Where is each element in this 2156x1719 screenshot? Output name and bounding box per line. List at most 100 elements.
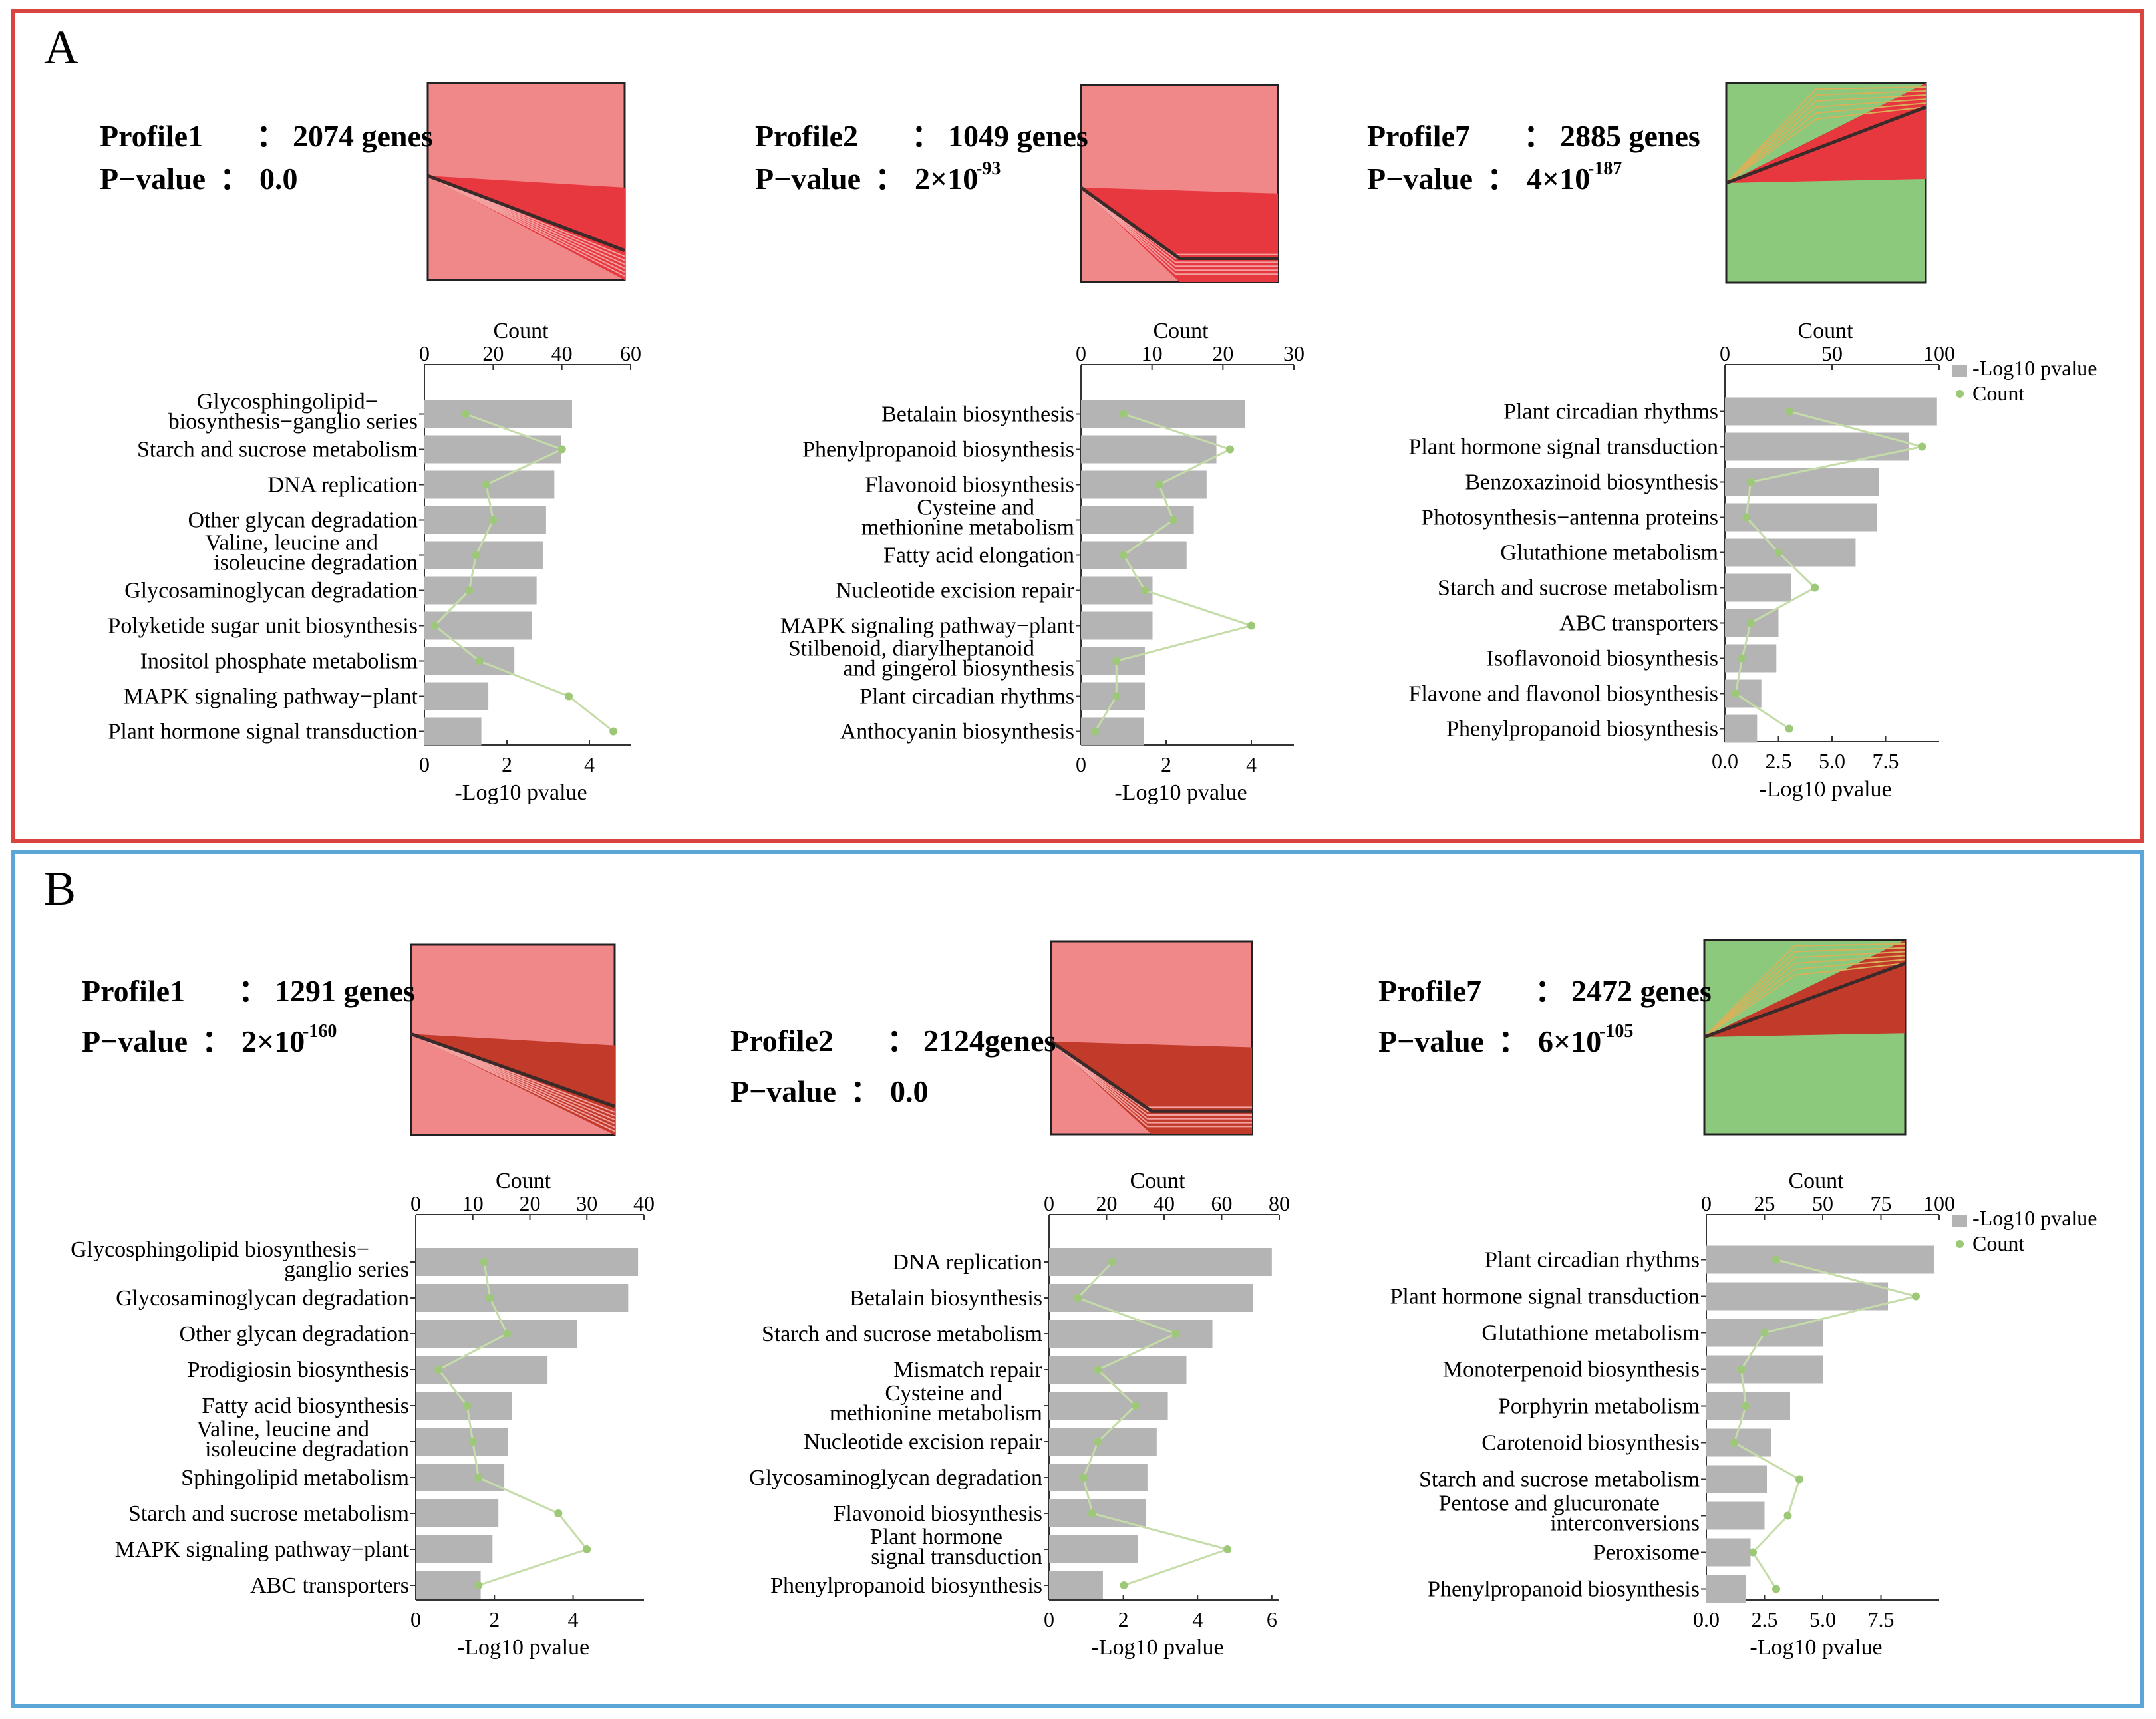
count-point [1120, 410, 1128, 418]
category-label: Porphyrin metabolism [1498, 1394, 1700, 1419]
category-label: Flavonoid biosynthesis [833, 1501, 1042, 1526]
bar [416, 1499, 499, 1527]
category-label: Glutathione metabolism [1481, 1321, 1700, 1346]
pvalue-label: P−value [82, 1024, 188, 1058]
pvalue-tick-label: 4 [1246, 752, 1257, 776]
profile-colon: ： [1535, 974, 1565, 1008]
count-axis-title: Count [1130, 1169, 1185, 1193]
pvalue-tick-label: 2 [489, 1607, 500, 1631]
count-point [1785, 724, 1793, 733]
bar [1706, 1355, 1823, 1384]
legend-bar-swatch [1952, 365, 1967, 377]
bar [1706, 1465, 1767, 1493]
count-tick-label: 0 [1076, 341, 1086, 365]
bar [1706, 1501, 1765, 1530]
bar-series: Betalain biosynthesis Phenylpropanoid bio… [780, 400, 1245, 746]
category-label: methionine metabolism [861, 516, 1074, 540]
bar [1081, 541, 1187, 569]
category-label: isoleucine degradation [205, 1437, 409, 1462]
category-label: Glycosaminoglycan degradation [749, 1466, 1042, 1490]
bar [424, 717, 482, 746]
count-point [583, 1545, 591, 1553]
bar [424, 682, 489, 710]
count-tick-label: 40 [633, 1191, 655, 1215]
count-tick-label: 60 [1211, 1191, 1233, 1215]
count-point [554, 1509, 563, 1517]
count-point [557, 445, 566, 454]
pvalue-tick-label: 7.5 [1868, 1607, 1895, 1631]
pvalue-axis: 0 2 4 -Log10 pvalue [1076, 740, 1294, 805]
count-point [480, 1258, 488, 1266]
category-label: Plant circadian rhythms [1503, 400, 1718, 424]
legend-bar-label: -Log10 pvalue [1972, 1206, 2097, 1230]
pvalue-colon: ： [1487, 162, 1517, 196]
bar [416, 1428, 508, 1456]
bar [424, 400, 572, 428]
pvalue-tick-label: 0 [1044, 1607, 1054, 1631]
bar [416, 1320, 577, 1348]
category-label: Sphingolipid metabolism [181, 1466, 409, 1490]
profile-colon: ： [887, 1024, 917, 1058]
category-label: Valine, leucine and [205, 531, 378, 555]
category-label: Monoterpenoid biosynthesis [1443, 1358, 1700, 1382]
profile-gene-count: 2472 genes [1571, 974, 1712, 1008]
count-tick-label: 20 [520, 1191, 541, 1215]
category-label: Starch and sucrose metabolism [1419, 1468, 1700, 1492]
count-tick-label: 25 [1754, 1191, 1775, 1215]
count-point [503, 1330, 512, 1338]
category-label: MAPK signaling pathway−plant [780, 614, 1075, 639]
count-point [434, 1366, 443, 1374]
count-point [1774, 548, 1783, 557]
pvalue-tick-label: 0.0 [1712, 749, 1738, 773]
count-line [1733, 1259, 1917, 1590]
category-label: ganglio series [284, 1257, 409, 1282]
legend-bar-swatch [1952, 1215, 1967, 1227]
panel-b-letter: B [44, 862, 76, 915]
count-point [1094, 1438, 1102, 1446]
bar [1706, 1245, 1934, 1274]
count-point [1746, 478, 1755, 486]
pvalue-axis: 0 2 4 -Log10 pvalue [419, 740, 631, 805]
profile-name: Profile1 [100, 119, 203, 153]
pvalue-tick-label: 0.0 [1693, 1607, 1720, 1631]
count-axis-title: Count [493, 319, 549, 343]
bar [1049, 1392, 1168, 1420]
count-point [1732, 689, 1740, 698]
category-label: Isoflavonoid biosynthesis [1487, 647, 1718, 671]
pvalue-tick-label: 5.0 [1809, 1607, 1836, 1631]
pvalue-axis-title: -Log10 pvalue [1759, 777, 1891, 802]
count-series [1074, 1258, 1232, 1589]
bar-series: Glycosphingolipid biosynthesis−ganglio s… [71, 1237, 639, 1599]
count-tick-label: 10 [1142, 341, 1163, 365]
count-axis: Count 0 10 20 30 [1076, 319, 1305, 370]
count-point [1108, 1258, 1117, 1266]
count-tick-label: 60 [620, 341, 641, 365]
count-point [430, 621, 439, 630]
bar [1706, 1428, 1771, 1457]
category-label: Pentose and glucuronate [1439, 1491, 1660, 1516]
category-label: Plant hormone signal transduction [108, 720, 418, 744]
count-axis-title: Count [1153, 319, 1209, 343]
count-point [474, 1581, 483, 1589]
category-label: Polyketide sugar unit biosynthesis [108, 614, 418, 639]
pvalue-exponent: -105 [1599, 1021, 1633, 1042]
count-tick-label: 0 [1044, 1191, 1054, 1215]
bar [1725, 714, 1758, 743]
bar [1049, 1428, 1157, 1456]
category-label: Anthocyanin biosynthesis [840, 720, 1074, 744]
category-label: and gingerol biosynthesis [843, 657, 1074, 681]
bar [1725, 644, 1777, 673]
bar-series: Glycosphingolipid−biosynthesis−ganglio s… [108, 390, 572, 746]
pvalue-base: 2×10 [241, 1024, 305, 1058]
profile-gene-count: 1291 genes [275, 974, 415, 1008]
profile-gene-count: 2074 genes [293, 119, 433, 153]
count-tick-label: 50 [1812, 1191, 1833, 1215]
count-point [565, 692, 573, 701]
pvalue-exponent: -93 [976, 158, 1001, 179]
bar [1725, 573, 1791, 602]
count-tick-label: 100 [1923, 341, 1955, 365]
pvalue-tick-label: 2 [502, 752, 512, 776]
